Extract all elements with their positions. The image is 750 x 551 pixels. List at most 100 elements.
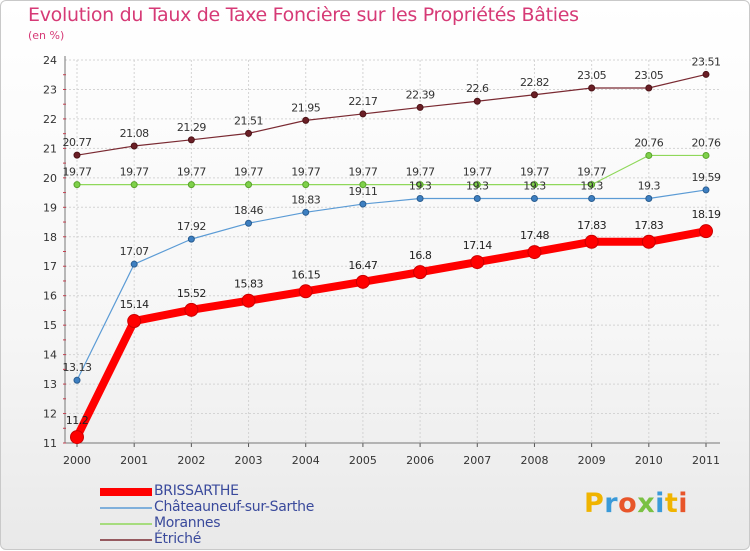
data-point xyxy=(355,274,370,289)
data-point xyxy=(187,181,195,189)
data-label: 22.6 xyxy=(466,82,489,95)
y-tick-label: 18 xyxy=(43,231,57,244)
data-label: 19.77 xyxy=(63,166,92,179)
data-point xyxy=(245,219,253,227)
y-tick-label: 14 xyxy=(43,349,57,362)
data-point xyxy=(359,110,367,118)
x-tick-label: 2007 xyxy=(463,454,491,467)
data-point xyxy=(302,208,310,216)
data-label: 11.2 xyxy=(66,414,89,427)
series-line-0 xyxy=(73,227,710,442)
data-point xyxy=(584,234,599,249)
data-label: 17.07 xyxy=(120,245,149,258)
data-label: 19.3 xyxy=(580,179,603,192)
series-line-3 xyxy=(76,73,707,156)
data-point xyxy=(416,103,424,111)
logo-letter: P xyxy=(584,488,605,519)
data-label: 20.76 xyxy=(634,136,663,149)
data-label: 19.11 xyxy=(348,185,377,198)
x-tick-label: 2010 xyxy=(635,454,663,467)
data-label: 19.59 xyxy=(692,171,721,184)
data-point xyxy=(588,84,596,92)
x-tick-label: 2005 xyxy=(349,454,377,467)
data-point xyxy=(187,136,195,144)
data-label: 22.39 xyxy=(406,88,435,101)
data-label: 22.82 xyxy=(520,76,549,89)
data-label: 19.77 xyxy=(177,166,206,179)
data-point xyxy=(702,151,710,159)
y-tick-label: 16 xyxy=(43,290,57,303)
legend-swatch-brissarthe xyxy=(100,483,152,499)
data-point xyxy=(588,194,596,202)
y-tick-label: 23 xyxy=(43,83,57,96)
data-label: 16.47 xyxy=(348,259,377,272)
data-point xyxy=(127,314,142,329)
data-point xyxy=(641,234,656,249)
data-label: 19.77 xyxy=(577,166,606,179)
data-point xyxy=(302,116,310,124)
data-label: 15.83 xyxy=(234,278,263,291)
data-label: 15.14 xyxy=(120,298,149,311)
data-label: 17.83 xyxy=(577,219,606,232)
legend-swatch-morannes xyxy=(100,515,152,531)
data-point xyxy=(473,181,481,189)
logo-letter: t xyxy=(664,488,679,519)
data-point xyxy=(359,200,367,208)
data-point xyxy=(702,70,710,78)
x-tick-label: 2009 xyxy=(578,454,606,467)
x-tick-label: 2000 xyxy=(63,454,91,467)
data-label: 19.77 xyxy=(234,166,263,179)
logo-letter: r xyxy=(604,488,619,519)
proxiti-logo: Proxiti xyxy=(584,488,688,519)
data-point xyxy=(245,129,253,137)
data-point xyxy=(187,235,195,243)
legend-label-chateauneuf: Châteauneuf-sur-Sarthe xyxy=(154,499,315,515)
data-label: 21.29 xyxy=(177,121,206,134)
data-point xyxy=(530,194,538,202)
logo-letter: i xyxy=(655,488,665,519)
data-point xyxy=(413,265,428,280)
y-tick-label: 19 xyxy=(43,201,57,214)
data-point xyxy=(302,181,310,189)
data-point xyxy=(130,181,138,189)
data-label: 19.77 xyxy=(463,166,492,179)
data-label: 16.15 xyxy=(291,268,320,281)
data-label: 19.3 xyxy=(638,179,661,192)
data-label: 20.77 xyxy=(63,136,92,149)
y-tick-label: 17 xyxy=(43,260,57,273)
chart-title: Evolution du Taux de Taxe Foncière sur l… xyxy=(28,4,579,26)
data-label: 19.3 xyxy=(466,179,489,192)
data-point xyxy=(645,84,653,92)
data-point xyxy=(645,194,653,202)
y-tick-label: 12 xyxy=(43,408,57,421)
data-label: 17.48 xyxy=(520,229,549,242)
data-point xyxy=(298,284,313,299)
data-point xyxy=(588,181,596,189)
logo-letter: x xyxy=(637,488,656,519)
x-tick-label: 2004 xyxy=(292,454,320,467)
data-point xyxy=(416,181,424,189)
data-point xyxy=(470,255,485,270)
series-line-1 xyxy=(76,189,707,381)
data-label: 17.92 xyxy=(177,220,206,233)
y-tick-label: 11 xyxy=(43,437,57,450)
data-label: 18.46 xyxy=(234,204,263,217)
data-point xyxy=(70,430,84,445)
data-label: 21.08 xyxy=(120,127,149,140)
y-tick-label: 22 xyxy=(43,113,57,126)
data-label: 18.19 xyxy=(692,208,721,221)
data-label: 23.51 xyxy=(692,55,721,68)
data-point xyxy=(530,181,538,189)
legend-label-morannes: Morannes xyxy=(154,515,221,531)
x-tick-label: 2002 xyxy=(177,454,205,467)
series-line-2 xyxy=(76,154,707,186)
x-tick-label: 2011 xyxy=(692,454,720,467)
data-label: 21.51 xyxy=(234,114,263,127)
data-label: 23.05 xyxy=(577,69,606,82)
data-point xyxy=(645,151,653,159)
data-point xyxy=(416,194,424,202)
data-label: 19.77 xyxy=(406,166,435,179)
x-tick-label: 2008 xyxy=(520,454,548,467)
data-point xyxy=(359,181,367,189)
data-label: 19.77 xyxy=(348,166,377,179)
